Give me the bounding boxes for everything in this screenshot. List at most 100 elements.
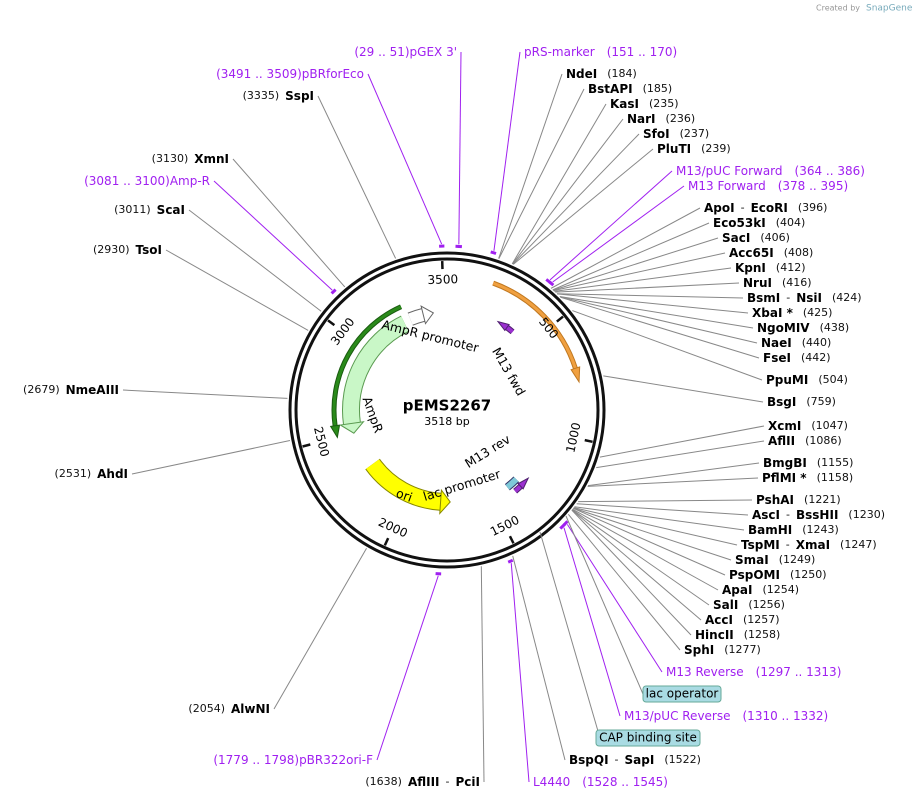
enzyme-name: SmaI xyxy=(735,553,769,567)
enzyme-name: BmgBI xyxy=(763,456,807,470)
primer-label: M13/pUC Reverse (1310 .. 1332) xyxy=(624,709,828,723)
enzyme-name: BssHII xyxy=(796,508,838,522)
feature-arc xyxy=(366,459,442,510)
enzyme-name: KasI xyxy=(610,97,639,111)
enzyme-label: NruI (416) xyxy=(743,276,812,290)
enzyme-name: AflII xyxy=(768,434,795,448)
enzyme-name: BstAPI xyxy=(588,82,633,96)
enzyme-connector xyxy=(512,133,640,265)
enzyme-site: (1638) xyxy=(365,775,402,788)
enzyme-site: (185) xyxy=(643,82,673,95)
enzyme-label: BspQI - SapI (1522) xyxy=(569,753,701,767)
enzyme-site: (406) xyxy=(760,231,790,244)
primer-mark xyxy=(559,522,566,530)
primer-name: Amp-R xyxy=(170,174,210,188)
enzyme-label: (2930) TsoI xyxy=(93,243,162,257)
enzyme-name: FseI xyxy=(763,351,791,365)
enzyme-site: (2679) xyxy=(23,383,60,396)
primer-name: M13/pUC Reverse xyxy=(624,709,731,723)
enzyme-name: SalI xyxy=(713,598,738,612)
primer-name: M13/pUC Forward xyxy=(676,164,783,178)
enzyme-label: FseI (442) xyxy=(763,351,831,365)
enzyme-label: XcmI (1047) xyxy=(768,419,848,433)
tick-mark xyxy=(383,537,390,546)
primer-connector xyxy=(367,73,443,245)
backbone-outer xyxy=(288,251,606,569)
primer-connector xyxy=(458,51,462,245)
enzyme-site: (408) xyxy=(784,246,814,259)
primer-range: (378 .. 395) xyxy=(778,179,848,193)
brand: SnapGene xyxy=(866,4,913,14)
primer-label: L4440 (1528 .. 1545) xyxy=(533,775,668,789)
primer-label: M13 Forward (378 .. 395) xyxy=(688,179,848,193)
feature-head xyxy=(338,421,365,434)
enzyme-site: (1258) xyxy=(744,628,781,641)
enzyme-label: PflMI * (1158) xyxy=(762,471,853,485)
enzyme-site: (3335) xyxy=(243,89,280,102)
feature-arc xyxy=(505,477,519,490)
primer-name: pBRforEco xyxy=(302,67,364,81)
tick-mark xyxy=(508,535,515,544)
enzyme-name: SspI xyxy=(285,89,314,103)
enzyme-site: (404) xyxy=(776,216,806,229)
enzyme-name: SacI xyxy=(722,231,750,245)
primer-connector xyxy=(493,51,521,251)
tick-mark xyxy=(302,443,311,448)
feature-label: M13 rev xyxy=(462,431,513,471)
enzyme-site: (504) xyxy=(818,373,848,386)
enzyme-label: SphI (1277) xyxy=(684,643,761,657)
enzyme-name: XmaI xyxy=(796,538,830,552)
enzyme-connector xyxy=(555,282,740,293)
enzyme-name: TsoI xyxy=(136,243,162,257)
enzyme-site: (237) xyxy=(680,127,710,140)
enzyme-name: AhdI xyxy=(97,467,128,481)
enzyme-connector xyxy=(480,566,485,783)
enzyme-name: EcoRI xyxy=(751,201,788,215)
tick-label: 3500 xyxy=(427,272,458,287)
enzyme-label: NarI (236) xyxy=(627,112,695,126)
enzyme-connector xyxy=(572,508,719,591)
primer-range: (1779 .. 1798) xyxy=(213,753,299,767)
enzyme-connector xyxy=(574,506,745,531)
enzyme-connector xyxy=(557,293,749,314)
enzyme-site: (759) xyxy=(806,395,836,408)
enzyme-label: BamHI (1243) xyxy=(748,523,839,537)
tick-label: 1000 xyxy=(563,421,583,454)
enzyme-label: AccI (1257) xyxy=(705,613,780,627)
feature-box xyxy=(595,729,701,747)
enzyme-connector xyxy=(587,462,760,487)
enzyme-site: (1155) xyxy=(817,456,854,469)
enzyme-name: BsmI xyxy=(747,291,780,305)
primer-range: (1297 .. 1313) xyxy=(756,665,842,679)
enzyme-site: (1247) xyxy=(840,538,877,551)
primer-label: M13 Reverse (1297 .. 1313) xyxy=(666,665,841,679)
feature-head xyxy=(496,320,510,332)
enzyme-name: HincII xyxy=(695,628,734,642)
connector xyxy=(539,531,601,739)
enzyme-name: XbaI * xyxy=(752,306,794,320)
enzyme-label: PshAI (1221) xyxy=(756,493,841,507)
enzyme-name: NmeAIII xyxy=(66,383,119,397)
enzyme-site: (3011) xyxy=(114,203,151,216)
enzyme-label: NdeI (184) xyxy=(566,67,637,81)
enzyme-name: PpuMI xyxy=(766,373,808,387)
primer-label: pRS-marker (151 .. 170) xyxy=(524,45,677,59)
enzyme-label: SalI (1256) xyxy=(713,598,785,612)
primer-range: (29 .. 51) xyxy=(354,45,409,59)
enzyme-label: PluTI (239) xyxy=(657,142,731,156)
feature-head xyxy=(570,366,581,384)
enzyme-label: (2679) NmeAIII xyxy=(23,383,119,397)
enzyme-label: Eco53kI (404) xyxy=(713,216,805,230)
feature-label: M13 fwd xyxy=(489,345,528,398)
enzyme-name: NarI xyxy=(627,112,656,126)
enzyme-label: BmgBI (1155) xyxy=(763,456,853,470)
enzyme-label: PspOMI (1250) xyxy=(729,568,827,582)
box-label: CAP binding site xyxy=(599,731,697,745)
primer-connector xyxy=(563,527,621,717)
enzyme-site: (1230) xyxy=(848,508,885,521)
enzyme-site: (1522) xyxy=(664,753,701,766)
enzyme-site: (2531) xyxy=(55,467,92,480)
tick-label: 1500 xyxy=(488,513,522,539)
enzyme-name: NruI xyxy=(743,276,772,290)
enzyme-name: NgoMIV xyxy=(757,321,810,335)
